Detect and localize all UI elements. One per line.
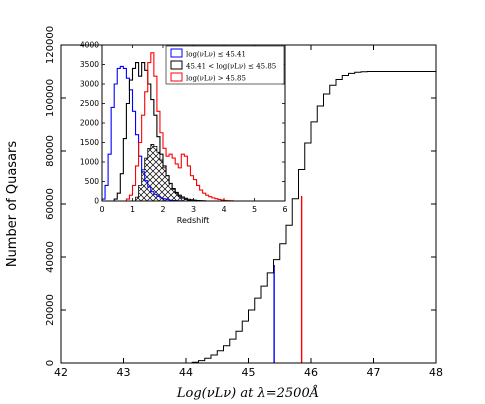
inset-x-tick-label: 4: [221, 205, 226, 214]
main-x-tick-label: 47: [367, 366, 381, 379]
inset-y-tick-label: 1000: [80, 158, 99, 167]
inset-x-tick-label: 2: [160, 205, 165, 214]
main-x-axis-label: Log(νLν) at λ=2500Å: [176, 385, 319, 401]
main-x-tick-label: 45: [242, 366, 256, 379]
legend-entry-high: log(νLν) > 45.85: [170, 72, 246, 83]
main-y-tick-label: 80000: [45, 135, 56, 167]
main-y-tick-label: 100000: [45, 79, 56, 117]
main-y-tick-label: 20000: [45, 294, 56, 326]
legend-swatch-low: [170, 48, 183, 58]
legend-label-mid: 45.41 < log(νLν) ≤ 45.85: [186, 63, 276, 71]
inset-x-tick-label: 3: [191, 205, 196, 214]
inset-x-tick-label: 0: [99, 205, 104, 214]
main-y-tick-label: 60000: [45, 188, 56, 220]
inset-y-tick-label: 1500: [80, 138, 99, 147]
legend-swatch-mid: [170, 60, 183, 70]
legend-label-low: log(νLν) ≤ 45.41: [186, 51, 246, 59]
inset-y-tick-label: 3000: [80, 80, 99, 89]
main-x-ticks: 42 43 44 45 46 47 48: [54, 45, 443, 379]
main-chart: 42 43 44 45 46 47 48 0200004000060000800001000…: [5, 26, 443, 401]
inset-y-tick-label: 2000: [80, 119, 99, 128]
inset-legend: log(νLν) ≤ 45.41 45.41 < log(νLν) ≤ 45.8…: [165, 45, 285, 85]
legend-entry-low: log(νLν) ≤ 45.41: [170, 48, 246, 59]
main-x-tick-label: 48: [429, 366, 443, 379]
inset-y-tick-label: 2500: [80, 99, 99, 108]
main-y-tick-label: 40000: [45, 241, 56, 273]
inset-y-tick-label: 500: [85, 177, 100, 186]
inset-x-axis-label: Redshift: [177, 216, 209, 225]
inset-y-tick-label: 3500: [80, 60, 99, 69]
inset-marks: [101, 52, 237, 202]
inset-x-tick-label: 1: [130, 205, 135, 214]
cumulative-step-line: [186, 71, 436, 363]
legend-swatch-high: [170, 72, 183, 82]
main-y-tick-label: 120000: [45, 26, 56, 64]
inset-histogram-0: [101, 65, 185, 202]
main-y-axis-label: Number of Quasars: [5, 141, 20, 268]
inset-chart: 0 1 2 3 4 5 6 0 500 1000 1500 2000 2500 3000 3500 4000…: [80, 41, 288, 226]
main-x-tick-label: 43: [117, 366, 131, 379]
inset-histogram-2: [102, 52, 237, 202]
main-x-tick-label: 46: [304, 366, 318, 379]
inset-y-tick-label: 0: [94, 197, 99, 206]
inset-histogram-1: [102, 62, 209, 202]
inset-plot-frame: [101, 44, 286, 202]
legend-entry-mid: 45.41 < log(νLν) ≤ 45.85: [170, 60, 276, 71]
main-marks: [186, 71, 436, 363]
inset-x-tick-label: 6: [282, 205, 287, 214]
main-x-tick-label: 44: [179, 366, 193, 379]
inset-y-tick-label: 4000: [80, 41, 99, 50]
inset-x-tick-label: 5: [252, 205, 257, 214]
main-x-tick-label: 42: [54, 366, 68, 379]
legend-box: [165, 45, 285, 85]
legend-label-high: log(νLν) > 45.85: [186, 75, 246, 83]
main-y-tick-label: 0: [45, 360, 56, 366]
